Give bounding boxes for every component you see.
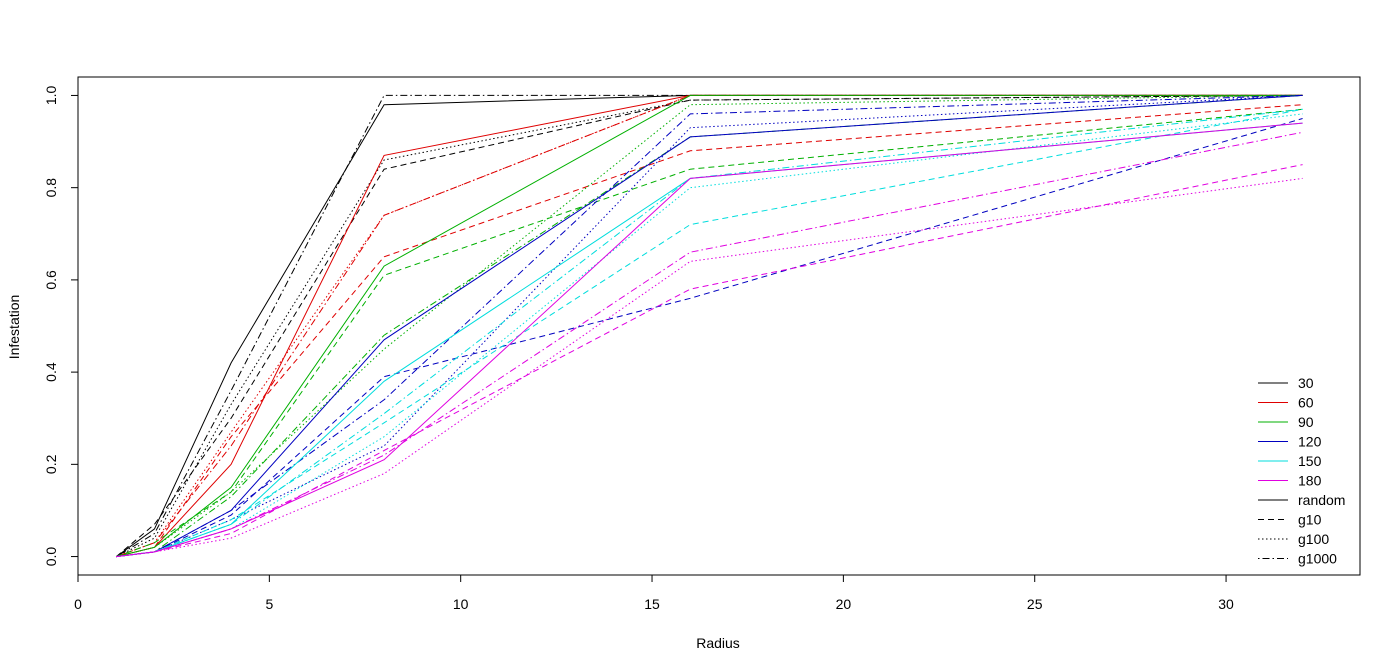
series-line-90-g100 bbox=[116, 94, 1303, 558]
y-tick-label: 0.0 bbox=[43, 547, 59, 567]
series-line-180-g100 bbox=[116, 177, 1303, 558]
x-tick-label: 15 bbox=[644, 596, 660, 612]
x-tick-label: 25 bbox=[1027, 596, 1043, 612]
legend-label-g100: g100 bbox=[1298, 531, 1329, 547]
series-line-90-g1000 bbox=[116, 94, 1303, 558]
legend-label-random: random bbox=[1298, 492, 1345, 508]
series-line-180-g10 bbox=[116, 164, 1303, 558]
y-tick-label: 0.4 bbox=[43, 362, 59, 382]
legend-label-180: 180 bbox=[1298, 473, 1322, 489]
x-tick-label: 30 bbox=[1218, 596, 1234, 612]
y-axis: 0.0 0.2 0.4 0.6 0.8 1.0 bbox=[43, 86, 79, 567]
y-tick-label: 0.2 bbox=[43, 454, 59, 474]
series-line-60-g100 bbox=[116, 94, 1303, 558]
series-line-60-g1000 bbox=[116, 94, 1303, 558]
series-line-120-g1000 bbox=[116, 94, 1303, 558]
series-line-90-random bbox=[116, 94, 1303, 558]
y-tick-label: 1.0 bbox=[43, 86, 59, 106]
series-line-150-g100 bbox=[116, 113, 1303, 558]
x-tick-label: 20 bbox=[836, 596, 852, 612]
legend: 30 60 90 120 150 180 random g10 g100 g1000 bbox=[1258, 375, 1345, 567]
y-tick-label: 0.8 bbox=[43, 178, 59, 198]
x-axis-label: Radius bbox=[696, 635, 740, 651]
y-axis-label: Infestation bbox=[6, 295, 22, 360]
series-line-60-g10 bbox=[116, 104, 1303, 558]
series-line-120-g100 bbox=[116, 94, 1303, 558]
legend-label-60: 60 bbox=[1298, 395, 1314, 411]
x-tick-label: 10 bbox=[453, 596, 469, 612]
series-line-60-random bbox=[116, 94, 1303, 558]
series-layer bbox=[115, 94, 1303, 558]
series-line-180-random bbox=[116, 122, 1303, 558]
y-tick-label: 0.6 bbox=[43, 270, 59, 290]
legend-label-30: 30 bbox=[1298, 375, 1314, 391]
series-line-30-g100 bbox=[116, 94, 1303, 558]
legend-label-90: 90 bbox=[1298, 414, 1314, 430]
series-line-30-g10 bbox=[115, 94, 1303, 557]
series-line-120-random bbox=[116, 94, 1303, 558]
series-line-30-g1000 bbox=[116, 94, 1303, 558]
legend-label-120: 120 bbox=[1298, 434, 1322, 450]
x-tick-label: 0 bbox=[74, 596, 82, 612]
series-line-150-random bbox=[116, 122, 1303, 558]
x-tick-label: 5 bbox=[265, 596, 273, 612]
legend-label-g1000: g1000 bbox=[1298, 551, 1337, 567]
series-line-30-random bbox=[116, 94, 1303, 558]
legend-label-g10: g10 bbox=[1298, 512, 1322, 528]
legend-label-150: 150 bbox=[1298, 453, 1322, 469]
x-axis: 0 5 10 15 20 25 30 bbox=[74, 574, 1234, 612]
series-line-180-g1000 bbox=[116, 131, 1303, 558]
series-line-90-g10 bbox=[116, 108, 1303, 558]
series-line-150-g1000 bbox=[116, 108, 1303, 558]
